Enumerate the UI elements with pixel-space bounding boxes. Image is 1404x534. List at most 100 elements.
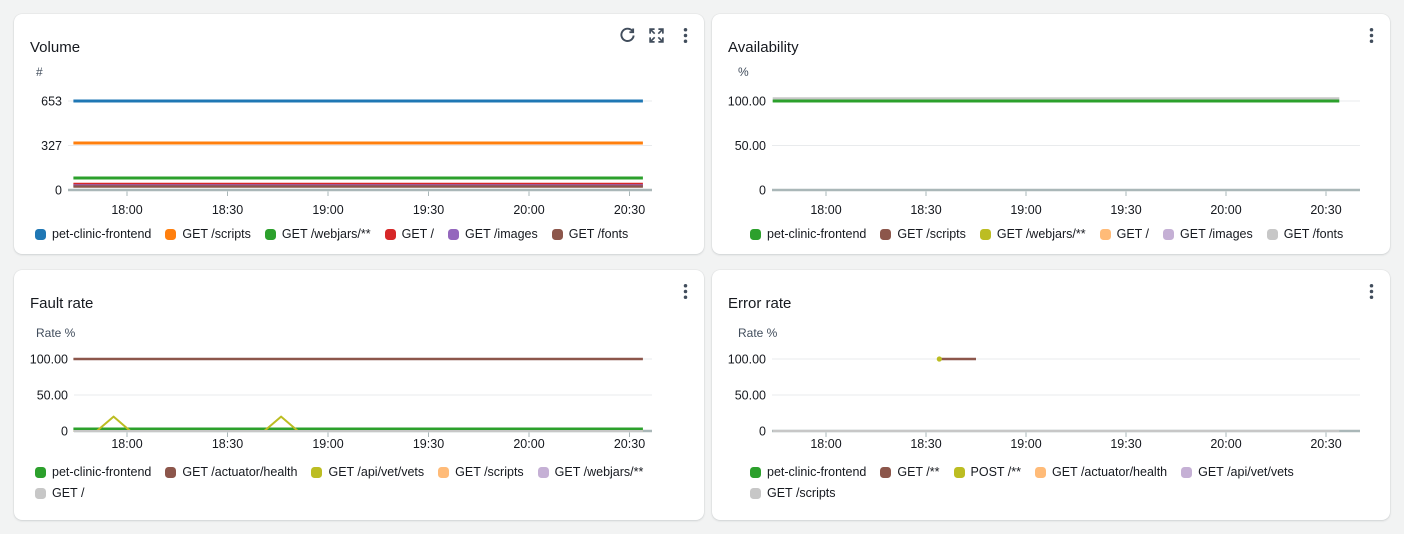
x-axis-tick-label: 18:30 (910, 203, 941, 217)
y-axis-unit-label: % (738, 65, 749, 79)
legend-label: POST /** (970, 465, 1021, 479)
x-axis-tick-label: 20:00 (1210, 437, 1241, 451)
ellipsis-icon[interactable] (1362, 282, 1380, 300)
x-axis-tick-label: 20:00 (513, 203, 544, 217)
y-axis-tick-label: 100.00 (30, 353, 68, 367)
legend-item[interactable]: GET /webjars/** (264, 226, 371, 242)
x-axis-tick-label: 19:00 (312, 437, 343, 451)
series-color-swatch (438, 466, 450, 478)
legend-item[interactable]: POST /** (953, 464, 1021, 480)
y-axis-tick-label: 0 (759, 184, 766, 198)
series-color-swatch (537, 466, 549, 478)
x-axis-tick-label: 18:00 (810, 437, 841, 451)
series-point (936, 356, 942, 362)
legend-item[interactable]: pet-clinic-frontend (35, 226, 151, 242)
legend-label: GET /fonts (1283, 227, 1344, 241)
legend-label: GET / (52, 486, 85, 500)
x-axis-tick-label: 20:30 (614, 437, 645, 451)
legend-item[interactable]: GET /images (448, 226, 538, 242)
ellipsis-icon[interactable] (676, 26, 694, 44)
legend-label: GET /scripts (897, 227, 966, 241)
legend-item[interactable]: GET /api/vet/vets (311, 464, 424, 480)
legend-row: pet-clinic-frontend GET /scripts GET /webj… (750, 226, 1343, 242)
chart-availability: % 100.00 50.00 0 18:00 18:30 19:00 19:30 20:00 20… (728, 65, 1360, 217)
panel-error: Error rate Rate % 100.00 50.00 0 18:00 18:30 19… (712, 270, 1390, 520)
y-axis-unit-label: Rate % (738, 326, 778, 340)
chart-error: Rate % 100.00 50.00 0 18:00 18:30 19:00 19:30 20… (728, 326, 1360, 451)
series-color-swatch (1035, 466, 1046, 478)
legend-item[interactable]: GET / (1099, 226, 1150, 242)
legend-row: pet-clinic-frontend GET /** POST /** GET /a… (750, 464, 1294, 480)
legend: pet-clinic-frontend GET /actuator/health G… (35, 464, 643, 501)
legend-item[interactable]: GET /** (880, 464, 940, 480)
refresh-icon[interactable] (618, 26, 636, 44)
legend-item[interactable]: GET /actuator/health (1035, 464, 1167, 480)
legend-label: GET /images (465, 227, 538, 241)
ellipsis-icon[interactable] (676, 282, 694, 300)
series-color-swatch (953, 466, 965, 478)
panel-actions (1362, 282, 1380, 300)
legend-item[interactable]: GET /fonts (1266, 226, 1344, 242)
legend-item[interactable]: GET /webjars/** (537, 464, 643, 480)
series-color-swatch (448, 228, 460, 240)
legend-label: GET /images (1180, 227, 1253, 241)
legend-item[interactable]: GET / (35, 485, 84, 501)
x-axis-tick-label: 19:30 (1110, 203, 1141, 217)
x-axis-tick-label: 18:00 (810, 203, 841, 217)
series-color-swatch (1181, 466, 1193, 478)
legend-label: pet-clinic-frontend (767, 227, 867, 241)
x-axis-tick-label: 19:00 (1010, 203, 1041, 217)
legend-row: GET /scripts (750, 485, 1294, 501)
legend-item[interactable]: GET /scripts (165, 226, 251, 242)
legend-item[interactable]: GET /actuator/health (165, 464, 297, 480)
legend-item[interactable]: GET / (384, 226, 435, 242)
legend-item[interactable]: GET /webjars/** (979, 226, 1086, 242)
panel-fault: Fault rate Rate % 100.00 50.00 0 18:00 18:30 19… (14, 270, 704, 520)
legend-label: GET / (401, 227, 435, 241)
legend-label: pet-clinic-frontend (52, 227, 152, 241)
series-color-swatch (35, 228, 46, 240)
series-color-swatch (264, 228, 276, 240)
series-color-swatch (880, 466, 892, 478)
legend-item[interactable]: GET /scripts (750, 485, 836, 501)
y-axis-tick-label: 0 (759, 425, 766, 439)
x-axis-tick-label: 19:00 (312, 203, 343, 217)
legend-item[interactable]: GET /api/vet/vets (1181, 464, 1294, 480)
legend-label: GET /fonts (568, 227, 629, 241)
legend-row: pet-clinic-frontend GET /scripts GET /webj… (35, 226, 628, 242)
legend-item[interactable]: pet-clinic-frontend (35, 464, 151, 480)
panel-title: Error rate (728, 295, 792, 312)
ellipsis-icon[interactable] (1362, 26, 1380, 44)
legend-label: GET / (1116, 227, 1150, 241)
x-axis-tick-label: 18:30 (212, 203, 243, 217)
legend-item[interactable]: GET /images (1163, 226, 1253, 242)
legend-item[interactable]: pet-clinic-frontend (750, 226, 866, 242)
x-axis-tick-label: 19:30 (413, 437, 444, 451)
y-axis-tick-label: 327 (41, 139, 62, 153)
series-color-swatch (750, 466, 761, 478)
x-axis-tick-label: 18:00 (111, 203, 142, 217)
series-color-swatch (311, 466, 323, 478)
series-color-swatch (1266, 228, 1278, 240)
panel-actions (676, 282, 694, 300)
legend-item[interactable]: pet-clinic-frontend (750, 464, 866, 480)
panel-volume: Volume #653 327 0 18:00 18:30 19:00 19:30 20:00 2… (14, 14, 704, 254)
legend: pet-clinic-frontend GET /scripts GET /webj… (35, 226, 628, 242)
legend-label: GET /api/vet/vets (1198, 465, 1294, 479)
legend-item[interactable]: GET /scripts (880, 226, 966, 242)
legend-label: GET /scripts (455, 465, 524, 479)
y-axis-tick-label: 50.00 (37, 389, 68, 403)
y-axis-tick-label: 0 (61, 425, 68, 439)
legend-label: pet-clinic-frontend (767, 465, 867, 479)
legend-item[interactable]: GET /scripts (438, 464, 524, 480)
x-axis-tick-label: 20:30 (614, 203, 645, 217)
series-color-swatch (880, 228, 892, 240)
x-axis-tick-label: 20:30 (1310, 437, 1341, 451)
legend-item[interactable]: GET /fonts (551, 226, 629, 242)
legend-label: GET /scripts (182, 227, 251, 241)
panel-availability: Availability% 100.00 50.00 0 18:00 18:30 19:00… (712, 14, 1390, 254)
expand-icon[interactable] (647, 26, 665, 44)
legend-label: GET /actuator/health (1052, 465, 1168, 479)
series-color-swatch (165, 228, 177, 240)
